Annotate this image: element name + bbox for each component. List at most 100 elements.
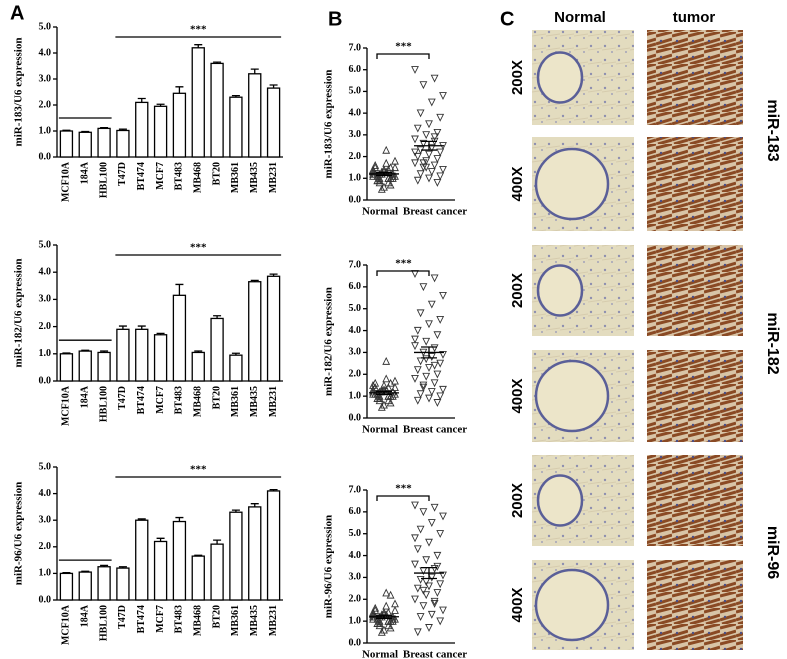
y-tick-label: 1.0 [39, 125, 52, 136]
data-point [422, 337, 431, 346]
x-tick-label: BT20 [211, 386, 222, 409]
bar [229, 96, 243, 158]
data-point [425, 150, 433, 159]
data-point [430, 74, 439, 83]
y-tick-label: 1.0 [39, 348, 52, 359]
sem-bar [376, 614, 392, 619]
error-bar [81, 349, 90, 352]
data-point [382, 588, 391, 597]
data-point [439, 385, 447, 394]
error-bar [231, 94, 240, 98]
x-tick-label: 184A [80, 385, 91, 408]
bar [210, 543, 224, 601]
error-bar [137, 518, 146, 521]
data-point [413, 366, 422, 375]
data-point [430, 361, 439, 370]
error-bar [118, 325, 127, 330]
data-point [430, 344, 439, 353]
duct [534, 147, 610, 221]
data-point [382, 356, 391, 365]
data-point [371, 603, 380, 612]
data-point [411, 135, 419, 144]
data-point [436, 113, 445, 122]
error-bar [62, 129, 71, 131]
data-point [413, 176, 422, 185]
data-point [433, 155, 442, 163]
bar [248, 73, 262, 158]
x-tick-label: 184A [80, 604, 91, 627]
data-point [416, 357, 425, 366]
bar [78, 350, 92, 382]
bar [97, 127, 111, 158]
y-tick-label: 6.0 [349, 64, 362, 75]
x-tick-label: T47D [117, 386, 128, 410]
data-point [422, 355, 431, 364]
sem-bar [421, 566, 437, 580]
bar [78, 571, 92, 601]
y-tick-label: 2.0 [39, 541, 52, 552]
x-tick-label: MB435 [249, 605, 260, 636]
x-tick-label: Breast cancer [403, 424, 467, 436]
data-point [433, 331, 442, 340]
data-point [377, 627, 386, 636]
data-point [427, 300, 436, 309]
y-tick-label: 1.0 [349, 390, 362, 401]
bar [191, 351, 205, 382]
data-point [436, 315, 445, 324]
x-tick-label: BT474 [136, 386, 147, 414]
y-tick-label: 0.0 [349, 412, 362, 423]
y-tick-label: 2.0 [349, 594, 362, 605]
bar [210, 62, 224, 158]
data-point [430, 503, 439, 512]
bar [248, 506, 262, 601]
data-point [416, 309, 425, 318]
bar [172, 520, 187, 601]
error-bar [62, 352, 71, 354]
bar [248, 281, 262, 382]
y-tick-label: 3.0 [349, 129, 362, 140]
data-point [411, 159, 419, 168]
data-point [384, 383, 393, 392]
error-bar [118, 566, 127, 569]
x-tick-label: MB468 [193, 162, 204, 193]
error-bar [213, 315, 222, 319]
data-point [436, 359, 445, 368]
data-point [386, 398, 395, 407]
data-point [430, 597, 439, 606]
magnification-label: 400X [509, 587, 526, 622]
error-bar [100, 126, 109, 129]
data-point [439, 92, 447, 100]
data-point [439, 512, 447, 521]
micrograph [647, 455, 743, 546]
error-bar [269, 488, 278, 491]
x-tick-label: Normal [362, 206, 398, 218]
x-tick-label: MB361 [230, 605, 241, 636]
bar [59, 130, 74, 158]
bar [116, 567, 130, 601]
x-tick-label: HBL100 [98, 605, 109, 641]
mirna-label: miR-182 [764, 312, 781, 374]
significance: *** [190, 464, 207, 476]
x-tick-label: MCF10A [61, 604, 72, 645]
data-point [384, 396, 393, 405]
y-tick-label: 3.0 [349, 347, 362, 358]
bracket [376, 495, 430, 501]
data-point [380, 381, 388, 389]
x-tick-label: MCF10A [61, 161, 72, 202]
data-point [373, 176, 382, 185]
error-bar [137, 325, 146, 330]
error-bar [156, 103, 165, 107]
data-point [433, 399, 442, 407]
y-tick-label: 7.0 [349, 484, 362, 495]
data-point [433, 589, 442, 597]
bar [153, 334, 168, 382]
data-point [411, 560, 419, 569]
error-bar [269, 84, 278, 89]
data-point [371, 161, 380, 169]
y-tick-label: 6.0 [349, 281, 362, 292]
data-point [425, 174, 433, 183]
data-point [375, 178, 384, 187]
x-tick-label: HBL100 [98, 386, 109, 422]
y-axis-label: miR-183/U6 expression [13, 38, 25, 147]
bar [191, 47, 205, 158]
